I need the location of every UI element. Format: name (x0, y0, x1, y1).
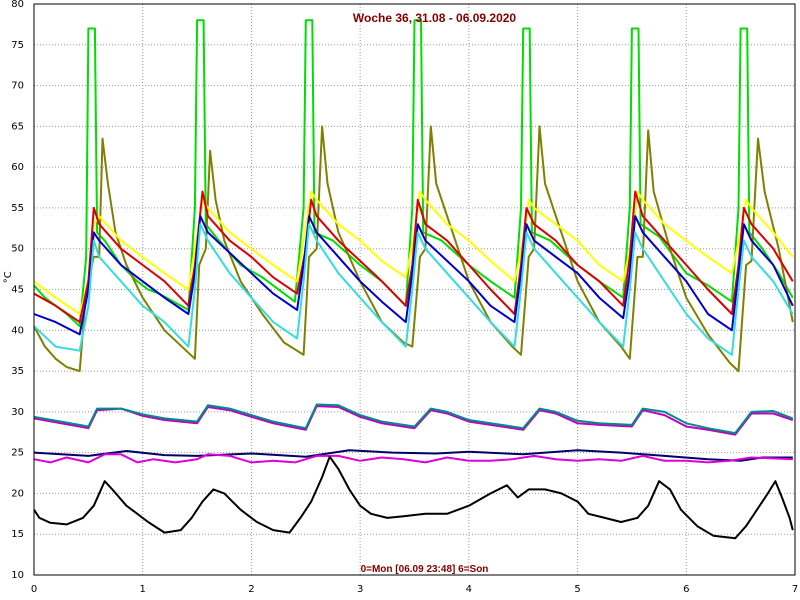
y-tick-label: 25 (11, 448, 24, 459)
y-tick-label: 75 (11, 40, 24, 51)
series-line-4 (33, 190, 794, 324)
series-line-8 (33, 403, 794, 435)
y-tick-label: 70 (11, 81, 24, 92)
chart-title: Woche 36, 31.08 - 06.09.2020 (353, 11, 517, 25)
y-tick-label: 45 (11, 285, 24, 296)
x-axis-footer-label: 0=Mon [06.09 23:48] 6=Son (361, 564, 489, 575)
series-line-9 (33, 449, 793, 462)
series-line-5 (33, 215, 794, 336)
y-tick-label: 15 (11, 529, 24, 540)
x-tick-label: 6 (683, 584, 689, 595)
y-tick-label: 40 (11, 325, 24, 336)
y-tick-label: 60 (11, 162, 24, 173)
y-tick-label: 80 (11, 0, 24, 10)
y-tick-label: 50 (11, 244, 24, 255)
x-tick-label: 2 (248, 584, 254, 595)
x-tick-labels: 0 1 2 3 4 5 6 7 (31, 584, 798, 595)
x-tick-label: 5 (574, 584, 580, 595)
y-axis-label: °C (3, 271, 14, 283)
y-tick-label: 10 (11, 570, 24, 581)
y-tick-label: 65 (11, 121, 24, 132)
series-line-10 (33, 453, 793, 464)
x-tick-label: 1 (140, 584, 146, 595)
y-tick-label: 30 (11, 407, 24, 418)
series-line-7 (33, 405, 794, 436)
series-line-2 (33, 125, 794, 373)
x-tick-label: 7 (792, 584, 798, 595)
x-tick-label: 4 (466, 584, 472, 595)
x-tick-label: 3 (357, 584, 363, 595)
series-line-6 (33, 223, 794, 356)
series-line-11 (33, 455, 794, 540)
y-tick-label: 55 (11, 203, 24, 214)
series-lines (33, 19, 794, 540)
x-tick-label: 0 (31, 584, 37, 595)
y-tick-label: 20 (11, 488, 24, 499)
plot-frame (33, 3, 796, 576)
y-tick-label: 35 (11, 366, 24, 377)
y-tick-labels: 10 15 20 25 30 35 40 45 50 55 60 65 70 75 80 (11, 0, 24, 581)
